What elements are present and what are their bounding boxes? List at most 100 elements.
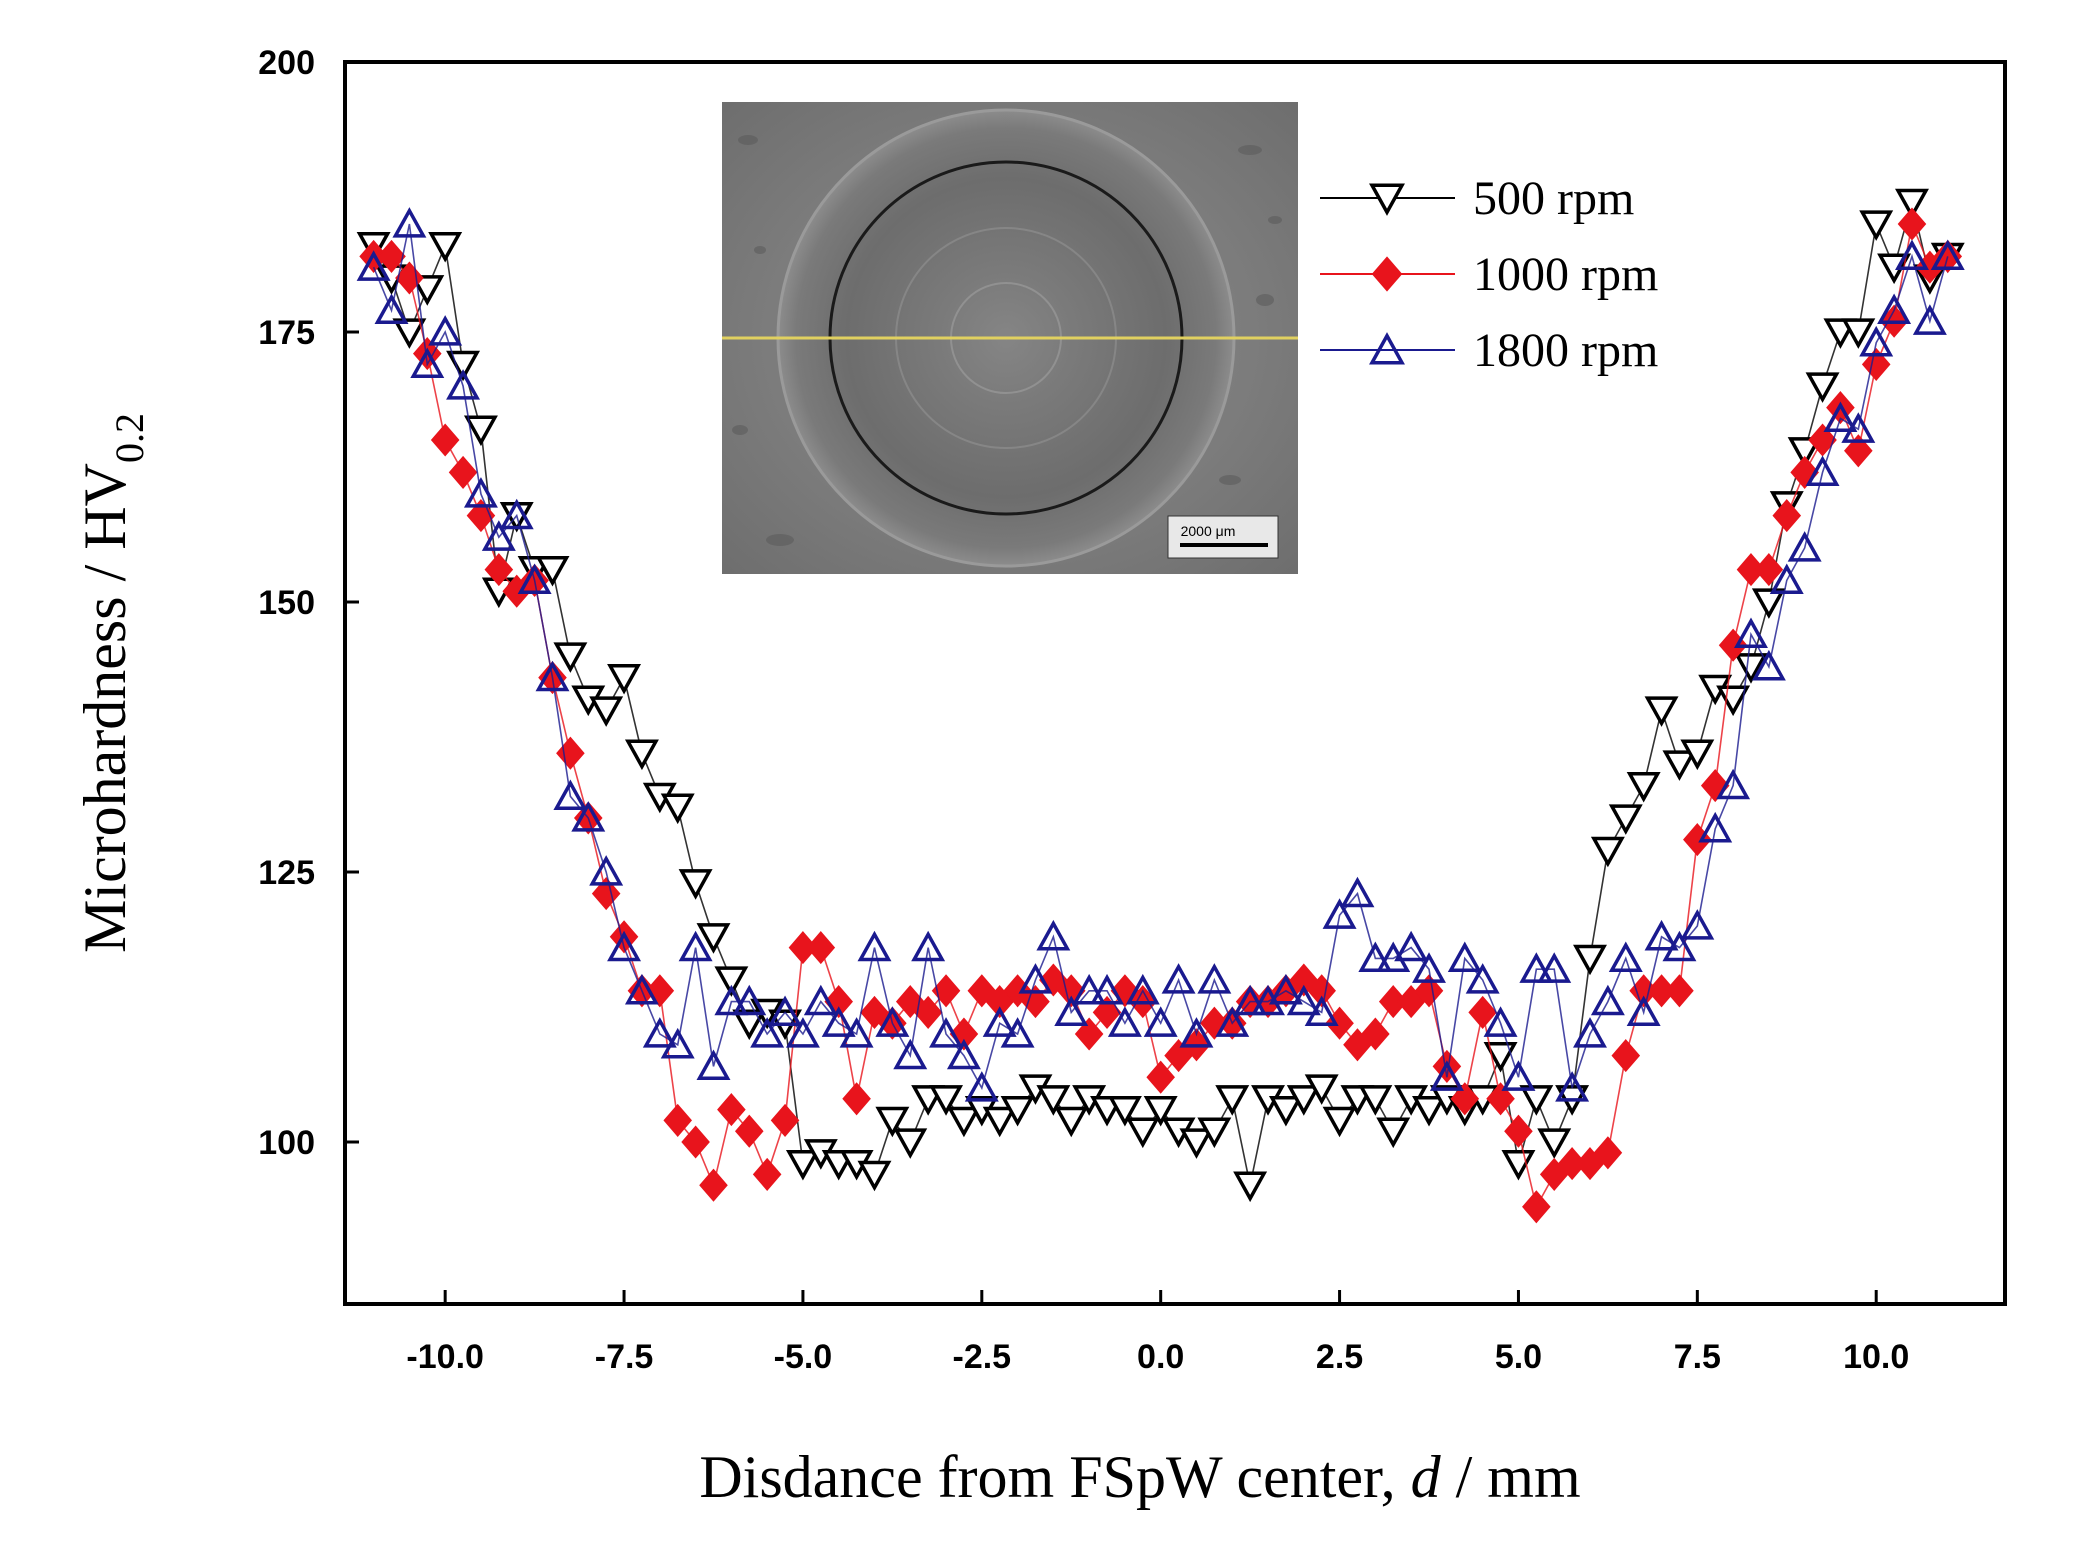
data-point (946, 1106, 981, 1138)
data-point (1611, 1039, 1641, 1073)
x-tick-label: 10.0 (1843, 1338, 1909, 1376)
y-tick-label: 175 (258, 314, 315, 352)
data-point (982, 1106, 1017, 1138)
data-point (1519, 952, 1554, 983)
data-point (1074, 1017, 1104, 1051)
y-tick-label: 125 (258, 854, 315, 892)
data-point (875, 1006, 910, 1037)
data-point (1107, 1095, 1142, 1127)
data-point (1054, 995, 1089, 1027)
data-point (946, 1038, 981, 1070)
data-point (1626, 771, 1661, 803)
data-point (1021, 985, 1050, 1019)
inset-texture (732, 135, 1282, 546)
data-point (553, 779, 588, 811)
y-axis: 100 125 150 175 200 (258, 44, 359, 1162)
data-point (1772, 499, 1802, 533)
data-point (1286, 984, 1321, 1016)
x-tick-label: -7.5 (595, 1338, 654, 1376)
data-point (428, 231, 463, 263)
y-axis-title-subscript: 0.2 (107, 413, 152, 463)
data-point (1626, 995, 1661, 1027)
data-point (1787, 437, 1822, 468)
plot-area-frame (343, 60, 2007, 1306)
data-point (1590, 836, 1625, 868)
data-point (785, 1017, 820, 1048)
data-point (553, 642, 588, 673)
data-point (1662, 930, 1697, 962)
legend-label: 500 rpm (1473, 172, 1634, 225)
data-point (1036, 919, 1071, 951)
legend: 500 rpm 1000 rpm 1800 rpm (1320, 172, 1658, 377)
data-point (463, 415, 498, 447)
data-point (1930, 239, 1965, 271)
data-point (717, 1093, 746, 1127)
data-point (699, 1168, 728, 1202)
data-point (1197, 963, 1232, 994)
x-tick-label: -5.0 (774, 1338, 833, 1376)
data-point (1179, 1128, 1214, 1159)
data-point (1322, 898, 1357, 929)
data-point (911, 930, 946, 962)
data-point (842, 1082, 871, 1116)
x-tick-label: 7.5 (1674, 1338, 1721, 1376)
data-point (1143, 1095, 1178, 1127)
data-point (1680, 909, 1715, 940)
data-point (1519, 1085, 1554, 1116)
legend-marker (1369, 183, 1405, 216)
data-point (1233, 1171, 1268, 1203)
data-point (875, 1106, 910, 1138)
data-point (893, 1128, 928, 1159)
data-point (1823, 401, 1858, 433)
data-point (752, 1157, 782, 1191)
data-point (1286, 1085, 1321, 1116)
legend-marker (1371, 256, 1403, 292)
data-point (839, 1017, 874, 1048)
data-point (1268, 973, 1303, 1005)
data-point (857, 930, 892, 962)
data-point (624, 973, 659, 1005)
data-point (1751, 649, 1786, 681)
data-point (1143, 1006, 1178, 1037)
data-point (1734, 617, 1768, 649)
x-axis-title: Disdance from FSpW center, d / mm (699, 1444, 1580, 1510)
data-point (750, 1017, 785, 1048)
data-point (1644, 919, 1679, 951)
legend-item: 500 rpm (1320, 172, 1634, 225)
y-tick-label: 100 (258, 1124, 315, 1162)
data-point (929, 1085, 964, 1116)
data-point (1018, 963, 1053, 994)
data-point (1751, 588, 1786, 619)
data-point (1450, 1082, 1480, 1116)
data-point (929, 1017, 964, 1048)
data-point (463, 477, 498, 508)
data-point (1504, 1114, 1533, 1148)
x-axis: -10.0 -7.5 -5.0 -2.5 0.0 2.5 5.0 7.5 10.0 (406, 1290, 1909, 1376)
data-point (1376, 1117, 1411, 1149)
data-point (824, 985, 853, 1019)
data-point (1662, 750, 1697, 781)
data-point (857, 1160, 892, 1192)
data-point (1483, 1041, 1518, 1073)
data-point (714, 984, 749, 1016)
data-point (1787, 531, 1822, 562)
data-point (1000, 1017, 1035, 1048)
data-point (1698, 811, 1733, 843)
data-point (1054, 1106, 1089, 1138)
data-point (1665, 974, 1694, 1008)
inset-micrograph: 2000 μm (722, 102, 1298, 574)
x-axis-title-suffix: / mm (1441, 1444, 1581, 1510)
data-point (913, 995, 943, 1029)
data-point (770, 1103, 800, 1137)
data-point (1340, 876, 1375, 908)
data-point (1897, 207, 1927, 241)
data-point (392, 207, 427, 238)
data-point (484, 553, 514, 587)
data-point (1608, 941, 1643, 973)
data-point (696, 1049, 731, 1081)
data-point (395, 261, 424, 295)
data-point (1537, 1128, 1572, 1159)
data-point (1912, 304, 1947, 335)
data-point (1501, 1060, 1536, 1091)
data-point (1251, 984, 1285, 1016)
